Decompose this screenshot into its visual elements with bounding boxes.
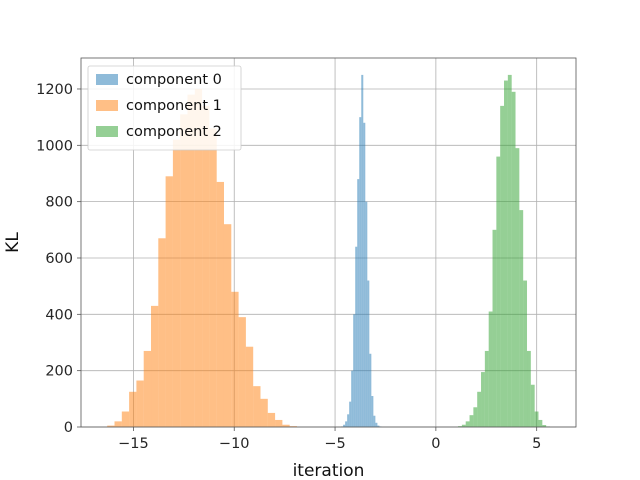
- histogram-bar: [523, 280, 528, 427]
- legend-item: component 2: [96, 124, 222, 140]
- histogram-bar: [542, 425, 547, 427]
- histogram-bar: [355, 246, 358, 427]
- histogram-bar: [527, 350, 531, 427]
- histogram-bar: [216, 181, 224, 427]
- histogram-bar: [260, 398, 268, 427]
- histogram-bar: [465, 421, 470, 427]
- histogram-bar: [371, 396, 374, 427]
- histogram-bar: [504, 80, 508, 427]
- histogram-bar: [151, 305, 159, 427]
- histogram-bar: [349, 401, 352, 427]
- histogram-bar: [282, 424, 290, 427]
- histogram-bar: [180, 114, 188, 427]
- histogram-bar: [511, 91, 516, 428]
- histogram-bar: [289, 426, 297, 427]
- histogram-bar: [351, 370, 354, 427]
- y-axis-label: KL: [3, 232, 23, 253]
- histogram-bar: [121, 411, 130, 427]
- legend-item: component 0: [96, 72, 222, 88]
- histogram-bar: [275, 419, 283, 427]
- x-tick-label: −10: [219, 436, 250, 452]
- histogram-bar: [223, 224, 232, 427]
- histogram-bar: [367, 280, 370, 427]
- series-1-bars: [107, 88, 297, 428]
- legend-swatch: [96, 74, 118, 85]
- histogram-bar: [107, 425, 115, 427]
- legend-label: component 0: [126, 72, 222, 88]
- histogram-bar: [361, 74, 364, 428]
- legend-box: [87, 65, 242, 151]
- x-tick-label: −15: [118, 436, 149, 452]
- histogram-bar: [347, 414, 350, 427]
- axis-ticks: −15 −10 −5 0 5 0 200 400 600 800 1000 1200: [36, 82, 541, 452]
- histogram-bar: [114, 421, 122, 427]
- histogram-bar: [245, 346, 254, 427]
- y-tick-label: 600: [45, 251, 73, 267]
- y-tick-label: 800: [45, 195, 73, 211]
- y-tick-label: 0: [64, 420, 73, 436]
- histogram-bar: [369, 353, 372, 427]
- histogram-bar: [469, 415, 474, 427]
- histogram-bar: [538, 419, 543, 427]
- histogram-bar: [534, 411, 539, 427]
- legend-swatch: [96, 126, 118, 137]
- x-tick-label: 0: [431, 436, 440, 452]
- y-tick-label: 400: [45, 307, 73, 323]
- histogram-bar: [496, 156, 501, 428]
- histogram-bar: [253, 386, 261, 427]
- histogram-bar: [158, 238, 166, 427]
- histogram-bar: [359, 117, 362, 427]
- histogram-bar: [488, 311, 493, 427]
- histogram-bar: [353, 314, 356, 427]
- x-axis-label: iteration: [293, 461, 365, 480]
- histogram-bar: [172, 139, 181, 428]
- y-tick-label: 1200: [36, 82, 73, 98]
- histogram-bar: [484, 350, 489, 427]
- histogram-bar: [187, 94, 195, 428]
- legend-label: component 1: [126, 98, 222, 114]
- histogram-bar: [461, 424, 466, 427]
- series-2-bars: [458, 74, 550, 428]
- histogram-bar: [143, 350, 152, 427]
- x-tick-label: 5: [532, 436, 541, 452]
- histogram-bar: [363, 122, 366, 428]
- histogram-bar: [365, 201, 368, 427]
- histogram-bar: [165, 176, 173, 427]
- histogram-bar: [267, 412, 276, 427]
- histogram-bar: [515, 148, 520, 428]
- legend-label: component 2: [126, 124, 222, 140]
- series-0-bars: [341, 74, 382, 428]
- x-tick-label: −5: [324, 436, 345, 452]
- histogram-bar: [377, 425, 380, 427]
- histogram-bar: [343, 424, 346, 427]
- y-tick-label: 1000: [36, 138, 73, 154]
- histogram-bar: [473, 407, 478, 427]
- legend-item: component 1: [96, 98, 222, 114]
- histogram-bar: [136, 380, 144, 427]
- histogram-bar: [519, 210, 524, 427]
- histogram-bar: [458, 426, 462, 427]
- histogram-bar: [231, 291, 239, 427]
- y-tick-label: 200: [45, 364, 73, 380]
- histogram-bar: [481, 372, 485, 427]
- histogram-bar: [492, 229, 497, 427]
- histogram-bar: [209, 128, 217, 427]
- plot-frame: [80, 57, 577, 428]
- histogram-bar: [194, 88, 203, 427]
- histogram-bar: [202, 105, 210, 427]
- histogram-bar: [345, 421, 348, 427]
- histogram-bars: [107, 74, 550, 428]
- histogram-bar: [373, 415, 376, 427]
- histogram-bar: [507, 74, 512, 428]
- histogram-bar: [530, 384, 535, 427]
- histogram-bar: [238, 317, 246, 427]
- legend-swatch: [96, 100, 118, 111]
- legend: component 0 component 1 component 2: [87, 65, 242, 151]
- histogram-bar: [477, 391, 482, 427]
- histogram-bar: [500, 105, 505, 427]
- histogram-bar: [375, 422, 378, 427]
- histogram-bar: [357, 179, 360, 427]
- histogram-bar: [129, 391, 137, 427]
